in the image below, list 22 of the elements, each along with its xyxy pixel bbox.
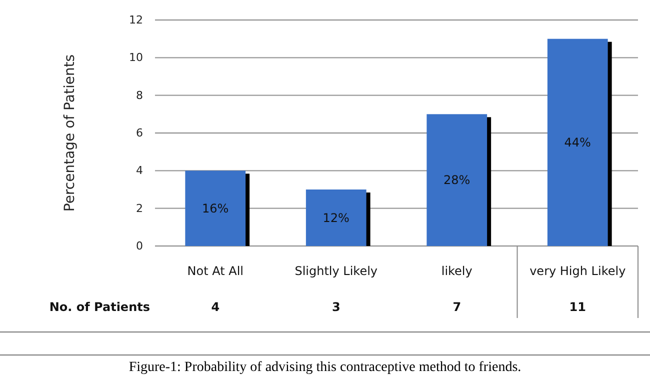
y-tick-label: 10 [129,51,143,64]
y-tick-label: 12 [129,14,143,27]
annotation: 44% [564,135,591,150]
data-label: 7 [452,300,462,314]
y-tick-label: 0 [136,240,143,253]
y-tick-label: 6 [136,126,143,140]
y-axis-title: Percentage of Patients [62,54,78,212]
x-tick-label: Slightly Likely [294,264,378,278]
data-label: 11 [569,300,586,314]
x-tick-label: Not At All [187,264,244,278]
annotation: 28% [444,173,470,188]
y-tick-label: 2 [136,202,143,215]
annotation: 12% [322,210,350,225]
text: No. of Patients [49,300,150,314]
x-tick-label: likely [441,264,472,278]
y-tick-label: 8 [136,88,143,102]
data-label: 3 [332,300,340,314]
text: Figure-1: Probability of advising this contraceptive method to friends. [128,360,522,375]
y-tick-label: 4 [136,164,143,178]
data-label: 4 [211,300,220,314]
annotation: 16% [202,201,229,216]
x-tick-label: very High Likely [530,264,626,278]
